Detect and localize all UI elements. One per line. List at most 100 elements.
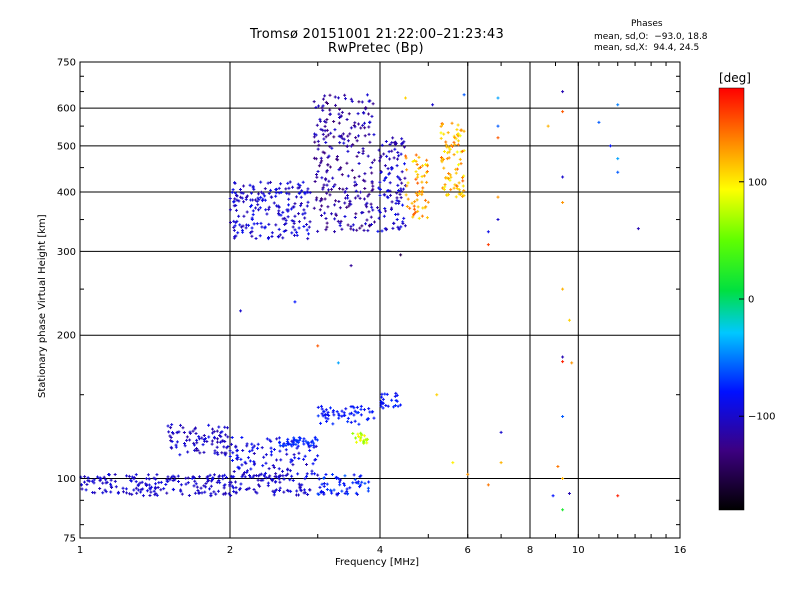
data-point — [287, 203, 291, 207]
data-point — [138, 481, 142, 485]
data-point — [331, 176, 335, 180]
data-point — [425, 180, 429, 184]
data-point — [338, 187, 342, 191]
data-point — [223, 440, 227, 444]
data-point — [310, 469, 314, 473]
data-point — [238, 486, 242, 490]
data-point — [460, 194, 464, 198]
data-point — [457, 192, 461, 196]
data-point — [318, 117, 322, 121]
data-point — [379, 154, 383, 158]
data-point — [337, 116, 341, 120]
data-point — [395, 191, 399, 195]
data-point — [288, 469, 292, 473]
data-point — [397, 154, 401, 158]
data-point — [304, 439, 308, 443]
data-point — [460, 128, 464, 132]
data-point — [342, 411, 346, 415]
y-tick-label: 300 — [57, 247, 76, 258]
data-point — [343, 474, 347, 478]
data-point — [278, 480, 282, 484]
y-tick-label: 750 — [57, 58, 76, 69]
data-point — [109, 478, 113, 482]
data-point — [351, 223, 355, 227]
data-point — [229, 442, 233, 446]
data-point — [239, 191, 243, 195]
data-point — [345, 144, 349, 148]
data-point — [235, 448, 239, 452]
data-point — [355, 183, 359, 187]
data-point — [445, 157, 449, 161]
data-point — [278, 233, 282, 237]
data-point — [154, 477, 158, 481]
data-point — [291, 225, 295, 229]
data-point — [228, 480, 232, 484]
data-point — [294, 195, 298, 199]
data-point — [333, 230, 337, 234]
data-point — [241, 191, 245, 195]
data-point — [335, 155, 339, 159]
chart-subtitle: RwPretec (Bp) — [328, 41, 424, 56]
data-point — [273, 489, 277, 493]
data-point — [251, 446, 255, 450]
data-point — [266, 181, 270, 185]
data-point — [240, 435, 244, 439]
data-point — [336, 361, 340, 365]
data-point — [240, 225, 244, 229]
data-point — [305, 463, 309, 467]
data-point — [277, 205, 281, 209]
data-point — [306, 187, 310, 191]
data-point — [325, 183, 329, 187]
data-point — [203, 490, 207, 494]
data-point — [326, 163, 330, 167]
data-point — [345, 205, 349, 209]
data-point — [252, 444, 256, 448]
data-point — [308, 488, 312, 492]
data-point — [235, 219, 239, 223]
data-point — [331, 409, 335, 413]
data-point — [216, 437, 220, 441]
data-point — [406, 197, 410, 201]
data-point — [281, 474, 285, 478]
data-point — [356, 112, 360, 116]
data-point — [332, 135, 336, 139]
data-point — [353, 196, 357, 200]
data-point — [335, 492, 339, 496]
data-point — [396, 183, 400, 187]
data-point — [364, 106, 368, 110]
data-point — [287, 192, 291, 196]
data-point — [192, 441, 196, 445]
data-point — [252, 222, 256, 226]
data-point — [321, 414, 325, 418]
data-point — [320, 159, 324, 163]
data-point — [171, 487, 175, 491]
data-point — [385, 195, 389, 199]
data-point — [205, 439, 209, 443]
data-point — [289, 458, 293, 462]
data-point — [323, 197, 327, 201]
data-point — [405, 168, 409, 172]
data-point — [410, 201, 414, 205]
chart-title: Tromsø 20151001 21:22:00–21:23:43 — [250, 27, 505, 42]
data-point — [299, 195, 303, 199]
data-point — [349, 411, 353, 415]
data-point — [370, 180, 374, 184]
data-point — [258, 484, 262, 488]
data-point — [305, 472, 309, 476]
data-point — [277, 467, 281, 471]
data-point — [242, 472, 246, 476]
data-point — [287, 489, 291, 493]
data-point — [339, 166, 343, 170]
data-point — [303, 191, 307, 195]
data-point — [270, 231, 274, 235]
data-point — [220, 439, 224, 443]
data-point — [293, 202, 297, 206]
data-point — [231, 188, 235, 192]
data-point — [361, 178, 365, 182]
data-point — [337, 416, 341, 420]
data-point — [298, 191, 302, 195]
data-point — [312, 206, 316, 210]
data-point — [449, 143, 453, 147]
data-point — [343, 93, 347, 97]
data-point — [448, 173, 452, 177]
